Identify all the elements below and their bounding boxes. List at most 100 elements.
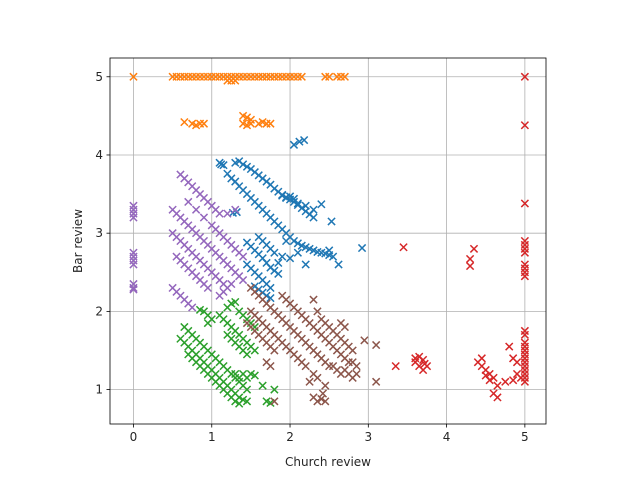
scatter-point bbox=[352, 361, 361, 371]
scatter-point bbox=[219, 287, 228, 296]
scatter-point bbox=[520, 272, 529, 281]
scatter-point bbox=[238, 252, 248, 261]
scatter-point bbox=[231, 297, 240, 307]
y-axis-label: Bar review bbox=[71, 209, 85, 273]
scatter-point bbox=[270, 385, 279, 394]
scatter-point bbox=[129, 283, 138, 293]
scatter-point bbox=[199, 213, 209, 222]
scatter-point bbox=[231, 76, 240, 85]
scatter-point bbox=[293, 248, 302, 257]
scatter-point bbox=[340, 322, 349, 332]
scatter-point bbox=[465, 254, 475, 264]
scatter-point bbox=[301, 361, 310, 371]
x-tick-label: 2 bbox=[286, 430, 294, 444]
scatter-point bbox=[223, 76, 232, 85]
scatter-point bbox=[317, 200, 326, 209]
series-2 bbox=[129, 72, 349, 130]
y-tick-label: 1 bbox=[95, 383, 103, 397]
scatter-point bbox=[180, 117, 189, 127]
scatter-point bbox=[325, 246, 334, 255]
scatter-point bbox=[231, 205, 240, 214]
scatter-point bbox=[278, 252, 287, 261]
scatter-point bbox=[129, 285, 138, 294]
series-5 bbox=[129, 170, 248, 312]
scatter-point bbox=[242, 113, 252, 122]
grid bbox=[110, 58, 546, 424]
scatter-point bbox=[266, 293, 275, 303]
scatter-point bbox=[295, 137, 304, 146]
scatter-point bbox=[258, 381, 267, 390]
scatter-point bbox=[360, 336, 369, 345]
scatter-point bbox=[188, 303, 197, 312]
scatter-point bbox=[321, 381, 330, 390]
scatter-point bbox=[313, 373, 322, 382]
scatter-point bbox=[344, 358, 353, 367]
scatter-point bbox=[293, 239, 302, 248]
scatter-point bbox=[217, 160, 226, 169]
scatter-point bbox=[313, 307, 322, 316]
scatter-point bbox=[129, 213, 138, 222]
scatter-point bbox=[520, 121, 529, 130]
scatter-point bbox=[238, 275, 248, 285]
scatter-point bbox=[242, 162, 252, 171]
scatter-point bbox=[215, 209, 224, 218]
scatter-point bbox=[520, 72, 529, 81]
y-tick-label: 5 bbox=[95, 70, 103, 84]
scatter-point bbox=[250, 346, 259, 355]
scatter-point bbox=[250, 322, 259, 332]
scatter-point bbox=[238, 160, 248, 169]
axis-ticks: 0 1 2 3 4 5 1 2 3 4 5 bbox=[95, 70, 528, 444]
scatter-point bbox=[493, 393, 502, 402]
scatter-point bbox=[327, 217, 336, 226]
scatter-point bbox=[250, 371, 259, 380]
scatter-point bbox=[246, 119, 256, 128]
scatter-point bbox=[203, 318, 212, 328]
scatter-point bbox=[227, 279, 236, 289]
y-tick-label: 2 bbox=[95, 304, 103, 318]
scatter-point bbox=[309, 295, 318, 304]
scatter-point bbox=[309, 213, 318, 222]
scatter-point bbox=[235, 399, 244, 408]
scatter-point bbox=[520, 330, 529, 339]
scatter-point bbox=[352, 369, 361, 379]
scatter-point bbox=[477, 354, 486, 363]
scatter-point bbox=[420, 359, 429, 368]
scatter-point bbox=[309, 205, 318, 214]
scatter-points bbox=[129, 72, 529, 408]
scatter-point bbox=[328, 252, 338, 261]
scatter-point bbox=[325, 361, 334, 371]
plot-frame bbox=[109, 57, 547, 425]
scatter-point bbox=[270, 346, 279, 355]
scatter-point bbox=[301, 201, 310, 210]
scatter-point bbox=[325, 72, 334, 81]
scatter-point bbox=[289, 140, 299, 149]
scatter-point bbox=[520, 248, 529, 257]
x-axis-label: Church review bbox=[285, 455, 371, 469]
scatter-point bbox=[334, 260, 343, 269]
scatter-point bbox=[274, 269, 283, 278]
series-3 bbox=[176, 297, 279, 408]
scatter-point bbox=[258, 117, 267, 127]
series-6 bbox=[242, 283, 381, 406]
scatter-point bbox=[266, 283, 275, 293]
x-tick-label: 5 bbox=[521, 430, 529, 444]
scatter-point bbox=[465, 261, 475, 271]
scatter-point bbox=[129, 72, 138, 81]
scatter-point bbox=[195, 305, 205, 314]
x-tick-label: 1 bbox=[208, 430, 216, 444]
scatter-point bbox=[399, 243, 408, 252]
scatter-point bbox=[266, 361, 275, 371]
scatter-point bbox=[501, 377, 510, 386]
scatter-point bbox=[340, 72, 349, 81]
scatter-point bbox=[184, 197, 193, 207]
scatter-point bbox=[305, 377, 314, 386]
scatter-point bbox=[297, 72, 306, 81]
series-1 bbox=[215, 135, 367, 303]
x-tick-label: 0 bbox=[130, 430, 138, 444]
scatter-point bbox=[129, 260, 138, 269]
scatter-point bbox=[199, 119, 209, 128]
scatter-point bbox=[469, 244, 479, 253]
scatter-point bbox=[191, 205, 201, 214]
scatter-point bbox=[242, 350, 252, 359]
